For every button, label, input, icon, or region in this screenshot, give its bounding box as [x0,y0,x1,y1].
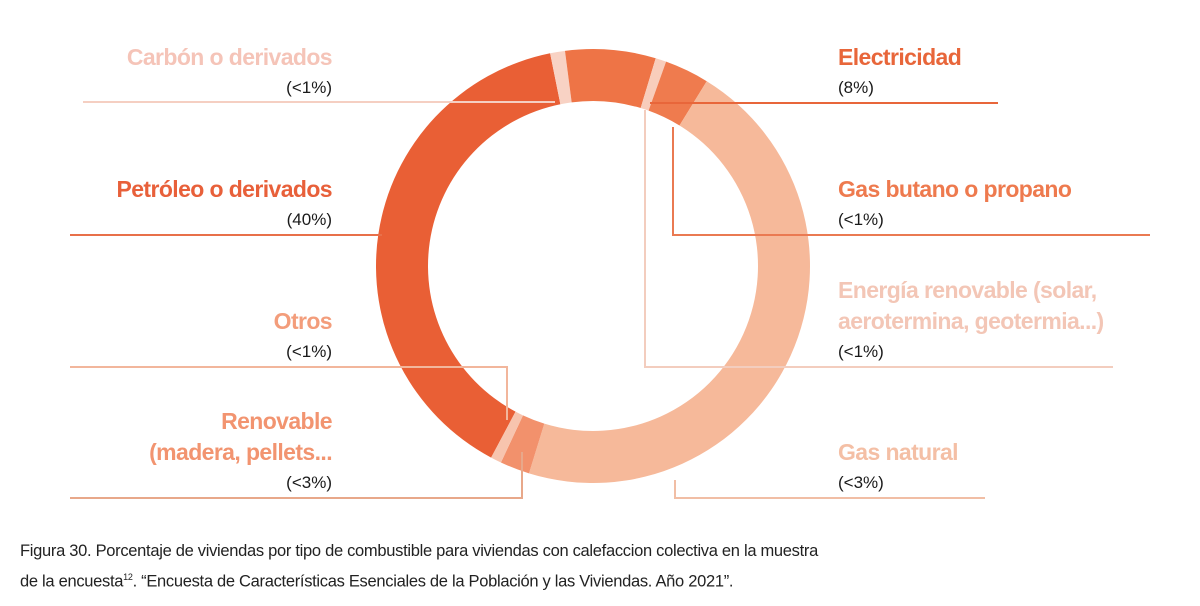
label-petroleo: Petróleo o derivados (40%) [116,174,332,235]
donut-segment-0 [376,53,561,458]
donut-segment-2 [564,49,656,109]
caption-line-2b: . “Encuesta de Características Esenciale… [132,572,734,591]
label-title: Gas butano o propano [838,176,1072,202]
label-pct: (<1%) [838,210,884,229]
label-title: Electricidad [838,44,962,70]
footnote-ref: 12 [123,572,133,582]
label-pct: (8%) [838,78,874,97]
label-gas-butano: Gas butano o propano (<1%) [838,174,1072,235]
label-energia: Energía renovable (solar, aerotermina, g… [838,275,1104,367]
label-pct: (<1%) [838,342,884,361]
label-title: Carbón o derivados [126,44,333,70]
label-carbon: Carbón o derivados (<1%) [126,42,333,103]
figure-caption: Figura 30. Porcentaje de viviendas por t… [20,538,818,595]
label-title: Otros [273,308,333,334]
label-title: Gas natural [838,439,959,465]
label-otros: Otros (<1%) [273,306,333,367]
label-title: Petróleo o derivados [116,176,332,202]
leader-energia [644,110,1113,368]
label-title-2: (madera, pellets... [149,439,333,465]
label-gas-natural: Gas natural (<3%) [838,437,959,498]
label-pct: (40%) [286,210,332,229]
donut-segment-4 [648,61,707,126]
donut-segment-7 [491,411,523,463]
label-title: Energía renovable (solar, [838,277,1097,303]
label-title-2: aerotermina, geotermia...) [838,308,1104,334]
donut-segment-1 [550,50,572,105]
donut-segment-5 [528,81,811,484]
label-title: Renovable [221,408,333,434]
caption-line-1: Figura 30. Porcentaje de viviendas por t… [20,542,818,560]
donut-segment-6 [500,415,545,474]
caption-line-2a: de la encuesta [20,572,124,591]
label-pct: (<1%) [286,78,332,97]
leader-gas-butano [672,127,1150,236]
leader-gas-natural [674,480,985,499]
label-pct: (<3%) [286,473,332,492]
label-pct: (<3%) [838,473,884,492]
label-renovable: Renovable (madera, pellets... (<3%) [149,406,333,498]
leader-renovable [70,452,523,499]
donut-segment-3 [640,58,667,111]
leader-otros [70,366,508,420]
label-pct: (<1%) [286,342,332,361]
label-electricidad: Electricidad (8%) [838,42,962,103]
